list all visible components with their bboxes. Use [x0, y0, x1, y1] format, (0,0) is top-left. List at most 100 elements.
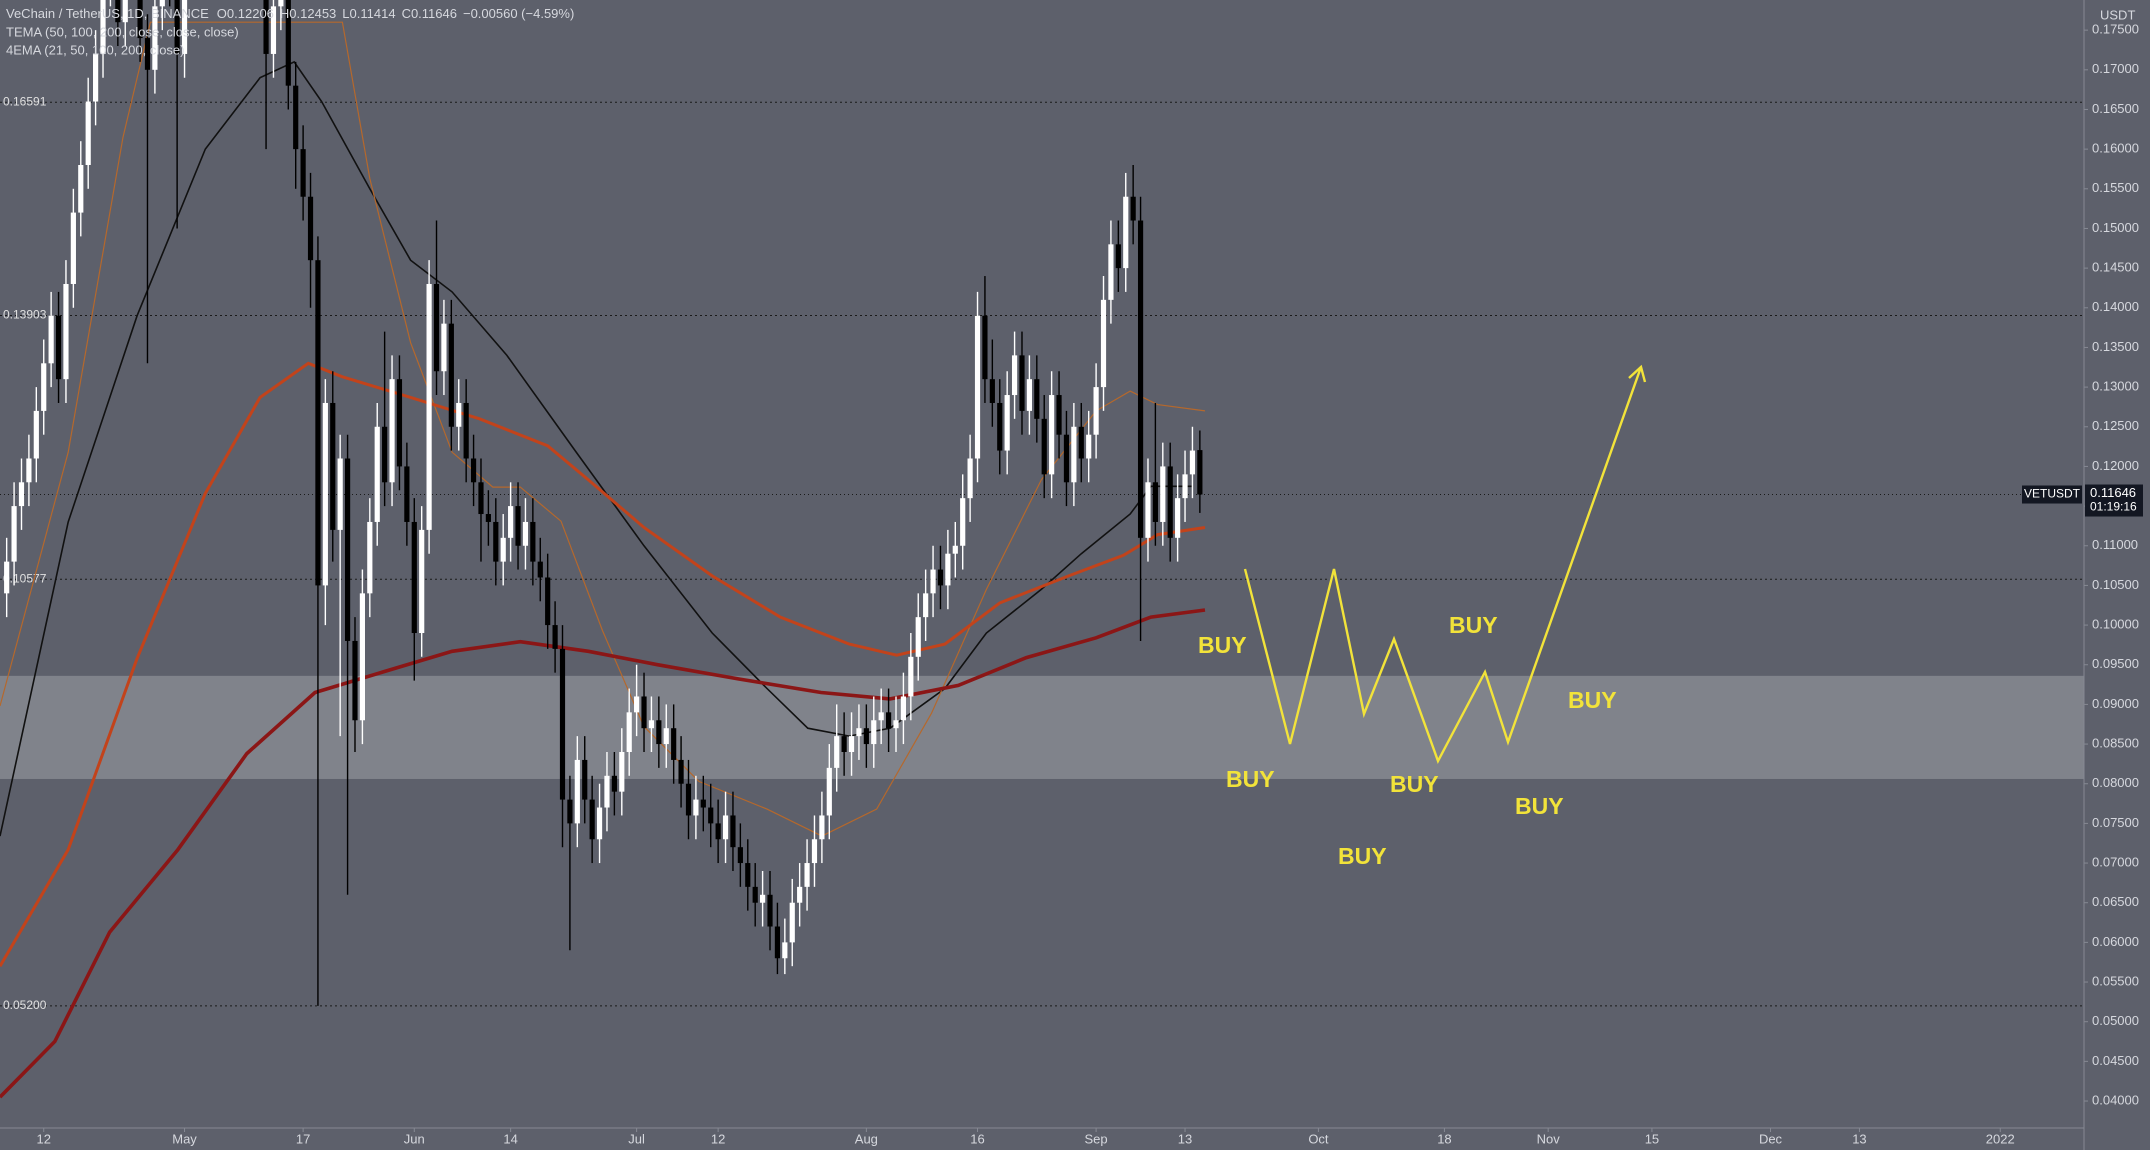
candle-body — [478, 482, 484, 515]
candle-body — [685, 783, 692, 816]
candle-body — [648, 720, 655, 729]
candle-body — [456, 402, 462, 427]
candle-body — [552, 625, 558, 649]
candle-body — [441, 323, 447, 372]
x-tick-label: Dec — [1759, 1131, 1783, 1146]
candle-body — [1152, 482, 1158, 522]
candle-body — [737, 847, 743, 864]
candle-body — [774, 926, 781, 959]
y-tick-label: 0.13000 — [2092, 379, 2139, 394]
x-tick-label: 2022 — [1986, 1131, 2015, 1146]
candle-body — [26, 458, 32, 483]
candle-body — [374, 426, 380, 522]
candle-body — [915, 617, 921, 657]
candle-body — [789, 902, 795, 943]
x-tick-label: May — [172, 1131, 197, 1146]
candle-body — [1182, 474, 1188, 499]
x-tick-label: 15 — [1645, 1131, 1659, 1146]
y-tick-label: 0.16500 — [2092, 101, 2139, 116]
ohlc-low: L0.11414 — [342, 6, 395, 21]
candle-body — [1086, 434, 1092, 459]
y-tick-label: 0.09000 — [2092, 696, 2139, 711]
candle-body — [1100, 299, 1107, 388]
y-tick-label: 0.09500 — [2092, 656, 2139, 671]
header: VeChain / TetherUS, 1D, BINANCE O0.12206 H… — [6, 6, 574, 21]
indicator-line — [0, 361, 1206, 967]
x-tick-label: Jun — [404, 1131, 425, 1146]
candle-body — [797, 886, 803, 903]
symbol-tag-bg — [2022, 485, 2082, 504]
indicator-line — [0, 60, 1192, 837]
candle-body — [730, 815, 736, 848]
y-tick-label: 0.14500 — [2092, 260, 2139, 275]
candle-body — [1160, 466, 1166, 522]
y-tick-label: 0.12000 — [2092, 458, 2139, 473]
y-tick-label: 0.04000 — [2092, 1092, 2139, 1107]
y-tick-label: 0.17500 — [2092, 22, 2139, 37]
candle-body — [396, 379, 403, 467]
candle-body — [1041, 418, 1047, 475]
y-tick-label: 0.13500 — [2092, 339, 2139, 354]
candle-body — [78, 164, 84, 213]
candle-body — [181, 0, 188, 54]
indicator-label: 4EMA (21, 50, 100, 200, close) — [6, 42, 185, 57]
y-tick-label: 0.08000 — [2092, 775, 2139, 790]
candle-body — [930, 569, 936, 594]
candle-body — [159, 0, 165, 7]
candle-body — [515, 506, 521, 546]
candle-body — [1093, 387, 1099, 435]
candle-body — [1175, 498, 1181, 538]
candle-body — [856, 728, 862, 737]
x-tick-label: Sep — [1085, 1131, 1108, 1146]
candle-body — [367, 521, 373, 594]
candle-body — [278, 0, 284, 7]
candle-body — [1108, 244, 1114, 300]
candle-body — [300, 149, 306, 197]
candle-body — [671, 728, 677, 760]
candle-body — [404, 466, 410, 522]
x-tick-label: 12 — [36, 1131, 50, 1146]
candle-body — [411, 521, 417, 634]
candle-body — [485, 514, 491, 522]
candle-body — [626, 712, 632, 752]
candle-body — [152, 6, 158, 70]
candle-body — [900, 696, 907, 721]
candle-body — [330, 402, 336, 530]
y-tick-label: 0.08500 — [2092, 736, 2139, 751]
candle-body — [1019, 355, 1025, 411]
x-tick-label: 14 — [503, 1131, 517, 1146]
level-label: 0.16591 — [3, 94, 47, 108]
candle-body — [122, 0, 128, 23]
candle-body — [885, 712, 892, 729]
candle-body — [893, 720, 899, 729]
x-tick-label: 17 — [296, 1131, 310, 1146]
x-tick-label: Nov — [1537, 1131, 1561, 1146]
candle-body — [41, 363, 47, 411]
candle-body — [33, 410, 39, 459]
candle-body — [760, 894, 766, 903]
candle-body — [589, 799, 595, 840]
candle-body — [582, 759, 588, 800]
candle-body — [611, 775, 617, 792]
candle-body — [1049, 395, 1055, 475]
candle-body — [448, 323, 454, 427]
candle-body — [634, 696, 640, 713]
candle-body — [1011, 355, 1018, 396]
candle-body — [834, 736, 840, 768]
candle-body — [337, 458, 343, 530]
candle-body — [307, 196, 314, 261]
y-tick-label: 0.17000 — [2092, 61, 2139, 76]
candle-body — [989, 379, 995, 403]
candle-body — [500, 537, 506, 562]
support-zone — [0, 675, 2084, 779]
candle-body — [530, 521, 536, 562]
candle-body — [522, 521, 529, 546]
candle-body — [923, 593, 929, 618]
candle-body — [493, 521, 499, 562]
candle-body — [1197, 450, 1203, 495]
candle-body — [1004, 395, 1010, 451]
candle-body — [708, 807, 714, 824]
candle-body — [663, 728, 669, 745]
candle-body — [463, 402, 469, 459]
